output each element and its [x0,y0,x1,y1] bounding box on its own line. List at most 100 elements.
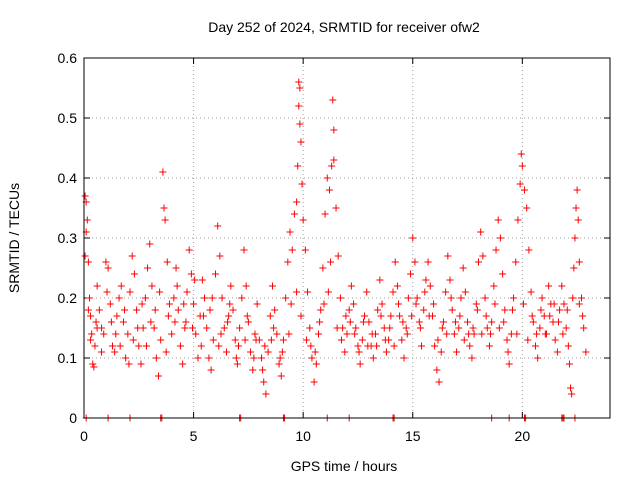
data-point [537,306,545,314]
data-point [461,288,469,296]
data-point [259,366,267,374]
data-point [187,270,195,278]
data-point [565,360,573,368]
data-point [91,342,99,350]
data-point [171,318,179,326]
data-point [160,204,168,212]
data-point [545,282,553,290]
data-point [490,282,498,290]
data-point [156,288,164,296]
data-point [242,282,250,290]
data-point [293,198,301,206]
data-point [135,342,143,350]
data-point [198,276,206,284]
data-point [84,306,92,314]
data-point [368,330,376,338]
data-point [438,324,446,332]
data-point [235,342,243,350]
data-point [148,282,156,290]
data-point [217,330,225,338]
data-point [231,336,239,344]
data-point [226,300,234,308]
data-point [125,360,133,368]
data-point [528,312,536,320]
data-point [330,156,338,164]
data-point [459,264,467,272]
data-point [126,288,134,296]
data-point [243,312,251,320]
data-point [524,336,532,344]
data-point [129,336,137,344]
data-point [278,348,286,356]
data-point [220,324,228,332]
data-point [407,270,415,278]
y-tick-label: 0.6 [58,50,78,66]
data-point [562,324,570,332]
data-point [468,354,476,362]
data-point [437,348,445,356]
data-point [241,336,249,344]
data-point [433,366,441,374]
data-point [296,120,304,128]
data-point [413,294,421,302]
data-point [282,294,290,302]
data-point [334,252,342,260]
data-point [418,342,426,350]
data-point [224,318,232,326]
data-point [290,210,298,218]
data-point [121,306,129,314]
data-point [302,336,310,344]
data-point [138,300,146,308]
data-point [521,186,529,194]
data-point [404,294,412,302]
data-point [571,234,579,242]
data-point [409,234,417,242]
data-point [513,330,521,338]
data-point [538,294,546,302]
data-points [81,78,590,422]
data-point [215,342,223,350]
y-tick-label: 0.5 [58,110,78,126]
data-point [578,294,586,302]
data-point [250,354,258,362]
data-point [346,318,354,326]
data-point [150,324,158,332]
data-point [558,282,566,290]
data-point [469,324,477,332]
data-point [512,258,520,266]
data-point [106,300,114,308]
data-point [319,264,327,272]
data-point [137,360,145,368]
data-point [514,216,522,224]
data-point [311,348,319,356]
data-point [358,336,366,344]
data-point [115,294,123,302]
data-point [288,246,296,254]
y-tick-label: 0.3 [58,230,78,246]
data-point [216,252,224,260]
data-point [338,336,346,344]
data-point [155,372,163,380]
data-point [307,342,315,350]
data-point [103,288,111,296]
data-point [240,246,248,254]
data-point [492,246,500,254]
data-point [130,270,138,278]
data-point [536,324,544,332]
data-point [453,348,461,356]
data-point [152,354,160,362]
data-point [108,342,116,350]
data-point [191,276,199,284]
data-point [482,312,490,320]
data-point [182,318,190,326]
data-point [345,306,353,314]
data-point [411,258,419,266]
data-point [553,348,561,356]
data-point [252,336,260,344]
data-point [179,360,187,368]
data-point [435,378,443,386]
data-point [399,318,407,326]
data-point [487,330,495,338]
data-point [472,300,480,308]
data-point [333,324,341,332]
